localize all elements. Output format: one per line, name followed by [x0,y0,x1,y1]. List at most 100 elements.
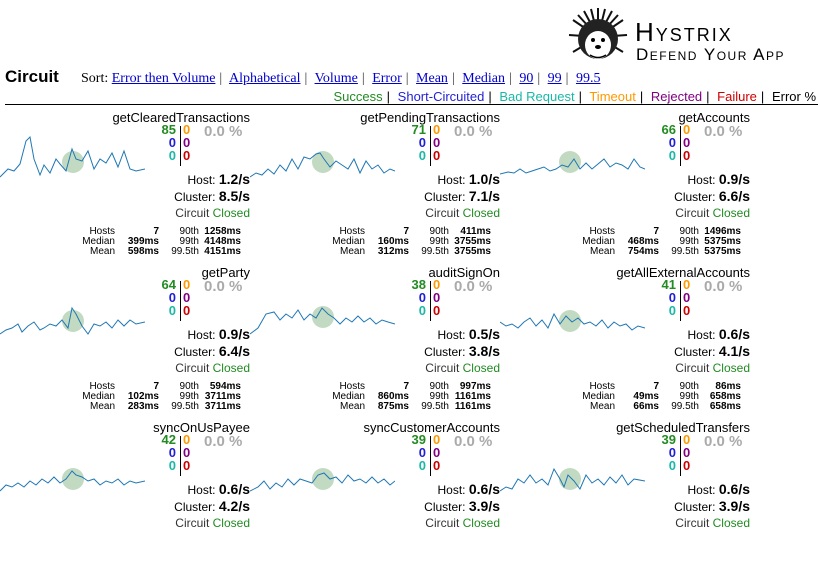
mean-label: Mean [339,401,365,412]
sort-error[interactable]: Error [372,71,402,86]
circuit-card-auditSignOn[interactable]: auditSignOn 38 0 0 0 0 0 0.0 % Host: 0.5… [250,262,500,417]
median-label: Median [82,391,115,402]
sort-90[interactable]: 90 [519,71,534,86]
sort-alphabetical[interactable]: Alphabetical [228,71,301,86]
circuit-status: Circuit Closed [425,361,500,375]
sort-mean[interactable]: Mean [416,71,448,86]
mean-value: 312ms [377,246,409,257]
circuit-card-getScheduledTransfers[interactable]: getScheduledTransfers 39 0 0 0 0 0 0.0 %… [500,417,750,572]
header-divider [5,104,818,105]
p99-value: 3755ms [454,236,491,247]
host-rate-value: 1.0/s [468,171,500,187]
cluster-label: Cluster: [174,190,216,204]
counts-divider [180,436,181,476]
latency-stats: Hosts 7 90th 1496ms Median 468ms 99th 5375ms M… [565,227,741,257]
circuit-card-getClearedTransactions[interactable]: getClearedTransactions 85 0 0 0 0 0 0.0 … [0,107,250,262]
counts-divider [430,436,431,476]
sort-bar: Sort: Error then Volume | Alphabetical | V… [81,71,601,86]
median-value: 399ms [127,236,159,247]
circuit-card-getAllExternalAccounts[interactable]: getAllExternalAccounts 41 0 0 0 0 0 0.0 … [500,262,750,417]
health-bubble [312,151,334,173]
health-bubble [312,306,334,328]
error-percentage: 0.0 % [704,433,743,450]
sparkline-line [500,158,645,175]
rejected-count: 0 [183,290,191,305]
cluster-label: Cluster: [174,345,216,359]
failure-count: 0 [433,148,441,163]
bad-request-count: 0 [418,458,426,473]
failure-count: 0 [183,303,191,318]
sort-median[interactable]: Median [462,71,506,86]
sort-error-then-volume[interactable]: Error then Volume [111,71,216,86]
success-counts: 71 0 0 [398,123,426,162]
short-circuited-count: 0 [168,445,176,460]
circuit-status: Circuit Closed [425,206,500,220]
sort-volume[interactable]: Volume [314,71,358,86]
counts-divider [430,281,431,321]
mean-label: Mean [89,401,115,412]
circuit-status: Circuit Closed [675,361,750,375]
host-rate-value: 0.9/s [718,171,750,187]
host-label: Host: [187,483,216,497]
circuit-card-syncOnUsPayee[interactable]: syncOnUsPayee 42 0 0 0 0 0 0.0 % Host: 0… [0,417,250,572]
legend-success: Success [333,89,383,104]
circuit-status: Circuit Closed [175,206,250,220]
error-counts: 0 0 0 [183,278,195,317]
cluster-rate-value: 8.5/s [218,188,250,204]
hedgehog-logo-icon [568,8,628,59]
hystrix-logo: Hystrix Defend Your App [568,7,818,67]
failure-count: 0 [433,303,441,318]
hosts-label: Hosts [339,381,365,392]
counts-divider [680,281,681,321]
p90-label: 90th [179,226,199,237]
sparkline-line [250,152,395,178]
host-label: Host: [437,328,466,342]
circuit-state: Closed [212,516,250,530]
median-label: Median [582,236,615,247]
cluster-rate: Cluster: 6.4/s [174,343,250,359]
legend-error-pct: Error % [771,89,816,104]
error-percentage: 0.0 % [454,433,493,450]
sort-99-5[interactable]: 99.5 [575,71,601,86]
circuit-card-syncCustomerAccounts[interactable]: syncCustomerAccounts 39 0 0 0 0 0 0.0 % … [250,417,500,572]
circuit-name: syncCustomerAccounts [363,420,500,435]
cluster-label: Cluster: [174,500,216,514]
host-rate: Host: 0.9/s [688,171,751,187]
error-percentage: 0.0 % [704,123,743,140]
sparkline-line [0,470,145,492]
host-rate: Host: 0.6/s [688,481,751,497]
timeout-count: 0 [433,122,441,137]
counts-divider [680,126,681,166]
failure-count: 0 [183,148,191,163]
hosts-label: Hosts [589,381,615,392]
timeout-count: 0 [683,277,691,292]
circuit-status: Circuit Closed [175,516,250,530]
p90-value: 411ms [460,226,491,237]
circuit-label: Circuit [425,206,460,220]
p99-label: 99th [179,236,199,247]
success-counts: 39 0 0 [648,433,676,472]
circuit-sparkline [250,306,395,335]
success-count: 39 [411,432,426,447]
circuit-card-getAccounts[interactable]: getAccounts 66 0 0 0 0 0 0.0 % Host: 0.9… [500,107,750,262]
rejected-count: 0 [183,135,191,150]
short-circuited-count: 0 [668,290,676,305]
cluster-label: Cluster: [424,190,466,204]
success-counts: 41 0 0 [648,278,676,317]
cluster-rate-value: 3.9/s [468,498,500,514]
logo-title: Hystrix [635,17,733,47]
latency-stats: Hosts 7 90th 411ms Median 160ms 99th 3755ms Me… [315,227,491,257]
mean-value: 754ms [627,246,659,257]
logo-subtitle: Defend Your App [636,45,785,64]
p99-label: 99th [679,391,699,402]
cluster-rate-value: 3.8/s [468,343,500,359]
circuit-card-getParty[interactable]: getParty 64 0 0 0 0 0 0.0 % Host: 0.9/s … [0,262,250,417]
circuit-card-getPendingTransactions[interactable]: getPendingTransactions 71 0 0 0 0 0 0.0 … [250,107,500,262]
cluster-rate: Cluster: 6.6/s [674,188,750,204]
median-value: 860ms [377,391,409,402]
success-counts: 42 0 0 [148,433,176,472]
error-counts: 0 0 0 [683,433,695,472]
p90-label: 90th [679,226,699,237]
bad-request-count: 0 [168,458,176,473]
sort-99[interactable]: 99 [547,71,562,86]
